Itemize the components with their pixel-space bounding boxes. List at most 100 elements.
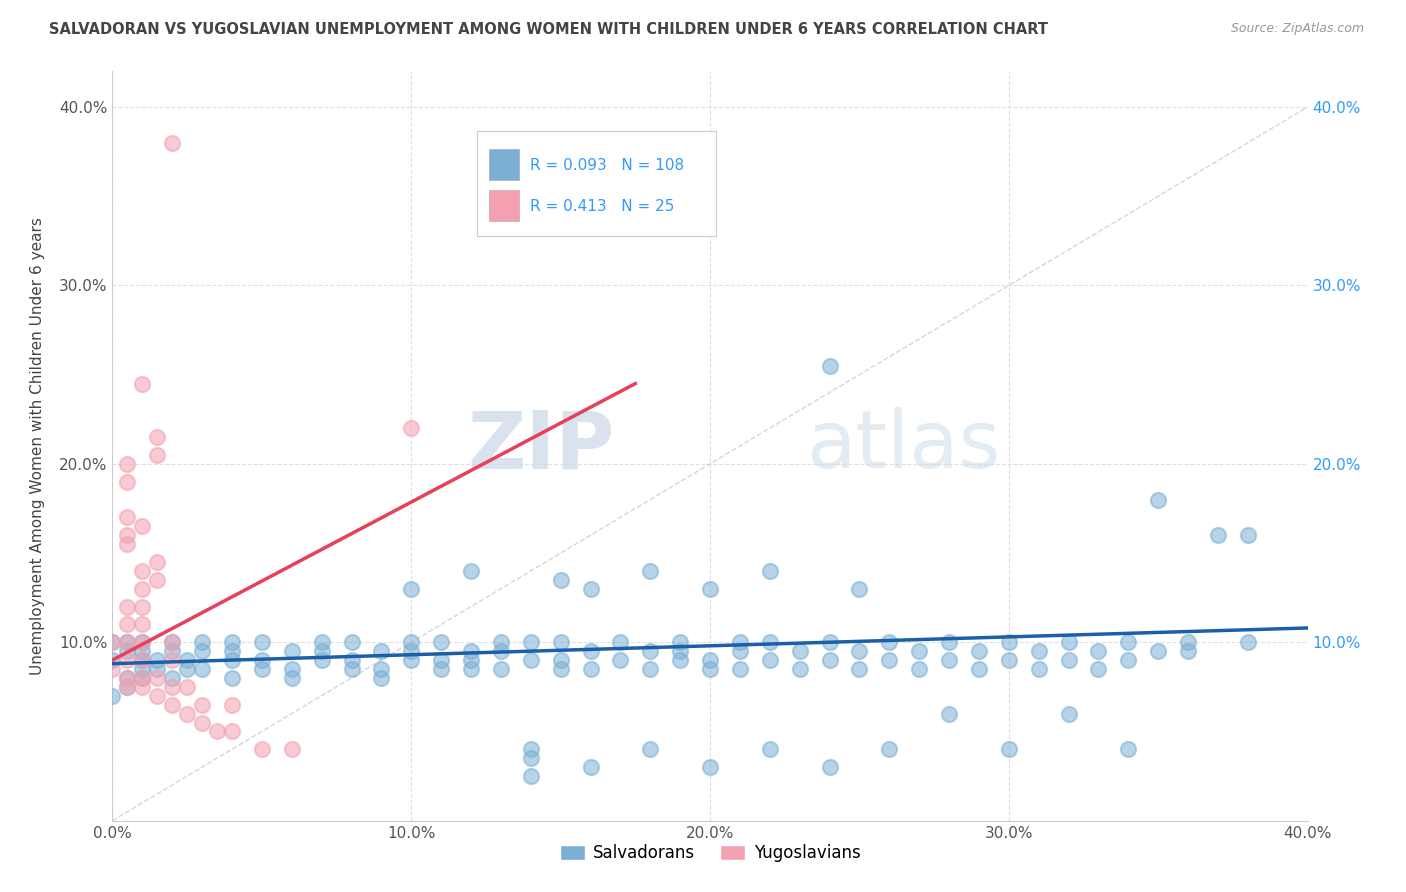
Text: ZIP: ZIP	[467, 407, 614, 485]
Point	[728, 635, 751, 649]
Point	[250, 662, 273, 676]
Point	[131, 662, 153, 676]
Point	[848, 644, 870, 658]
Point	[191, 635, 214, 649]
FancyBboxPatch shape	[477, 131, 716, 236]
Point	[311, 644, 333, 658]
Text: SALVADORAN VS YUGOSLAVIAN UNEMPLOYMENT AMONG WOMEN WITH CHILDREN UNDER 6 YEARS C: SALVADORAN VS YUGOSLAVIAN UNEMPLOYMENT A…	[49, 22, 1049, 37]
Point	[281, 671, 304, 685]
Point	[1118, 635, 1140, 649]
Point	[131, 635, 153, 649]
Point	[640, 742, 662, 756]
Point	[250, 635, 273, 649]
Point	[146, 662, 169, 676]
Point	[699, 582, 721, 596]
Point	[848, 662, 870, 676]
Point	[250, 653, 273, 667]
Point	[311, 635, 333, 649]
Point	[340, 635, 363, 649]
Point	[281, 742, 304, 756]
Point	[131, 680, 153, 694]
Point	[146, 555, 169, 569]
Point	[579, 662, 602, 676]
Point	[759, 742, 782, 756]
Point	[1147, 492, 1170, 507]
Point	[117, 599, 139, 614]
Point	[879, 742, 901, 756]
Point	[131, 671, 153, 685]
Point	[176, 662, 198, 676]
Point	[370, 644, 392, 658]
Point	[818, 635, 841, 649]
Point	[640, 644, 662, 658]
Point	[146, 653, 169, 667]
Point	[221, 671, 243, 685]
Point	[789, 662, 811, 676]
Point	[699, 662, 721, 676]
Point	[489, 644, 512, 658]
Point	[520, 769, 543, 783]
Point	[311, 653, 333, 667]
Point	[101, 635, 124, 649]
Point	[162, 635, 183, 649]
Text: R = 0.413   N = 25: R = 0.413 N = 25	[530, 199, 673, 214]
Point	[1177, 635, 1199, 649]
Point	[460, 564, 482, 578]
Point	[146, 430, 169, 444]
Point	[205, 724, 228, 739]
Point	[370, 662, 392, 676]
Point	[176, 680, 198, 694]
Point	[759, 653, 782, 667]
Point	[1028, 662, 1050, 676]
Point	[131, 644, 153, 658]
Point	[460, 662, 482, 676]
Point	[1237, 528, 1260, 542]
Point	[162, 653, 183, 667]
Point	[938, 653, 960, 667]
Point	[1028, 644, 1050, 658]
Point	[1118, 653, 1140, 667]
Point	[191, 644, 214, 658]
Point	[401, 653, 423, 667]
Point	[728, 662, 751, 676]
Point	[221, 635, 243, 649]
Point	[1206, 528, 1229, 542]
Point	[221, 644, 243, 658]
Point	[117, 680, 139, 694]
Point	[221, 653, 243, 667]
Point	[117, 644, 139, 658]
Point	[640, 662, 662, 676]
Point	[640, 564, 662, 578]
Point	[1087, 644, 1109, 658]
Point	[117, 537, 139, 551]
Point	[967, 662, 990, 676]
Point	[340, 662, 363, 676]
Point	[162, 644, 183, 658]
Point	[520, 635, 543, 649]
Point	[550, 573, 572, 587]
Point	[908, 662, 931, 676]
Point	[131, 653, 153, 667]
Point	[117, 635, 139, 649]
Point	[131, 564, 153, 578]
Point	[1087, 662, 1109, 676]
Text: Source: ZipAtlas.com: Source: ZipAtlas.com	[1230, 22, 1364, 36]
Point	[340, 653, 363, 667]
Point	[1237, 635, 1260, 649]
Point	[117, 475, 139, 489]
Point	[879, 635, 901, 649]
FancyBboxPatch shape	[489, 149, 519, 180]
Point	[117, 528, 139, 542]
Point	[579, 582, 602, 596]
Text: R = 0.093   N = 108: R = 0.093 N = 108	[530, 158, 683, 172]
Point	[401, 644, 423, 658]
Point	[579, 644, 602, 658]
Legend: Salvadorans, Yugoslavians: Salvadorans, Yugoslavians	[553, 838, 868, 869]
Point	[281, 662, 304, 676]
Point	[162, 671, 183, 685]
Point	[146, 671, 169, 685]
Point	[117, 510, 139, 524]
Point	[550, 635, 572, 649]
Point	[131, 599, 153, 614]
Point	[117, 653, 139, 667]
